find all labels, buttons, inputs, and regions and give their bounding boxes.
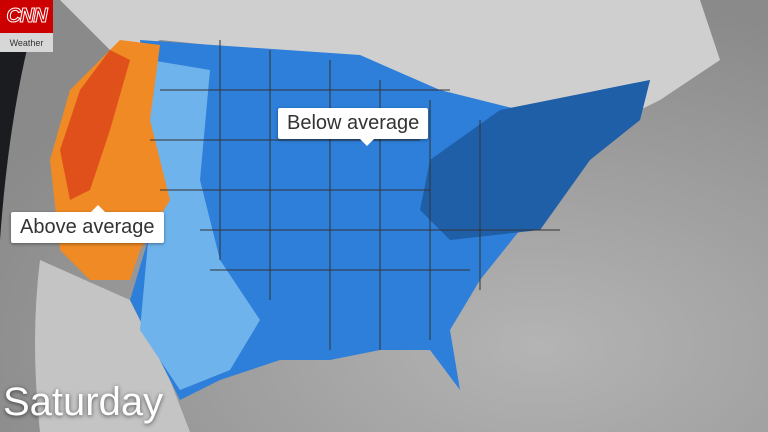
- cnn-weather-logo: CNN Weather: [0, 0, 53, 52]
- west-coast-red: [60, 50, 130, 200]
- logo-subtitle: Weather: [0, 33, 53, 52]
- state-borders: [150, 40, 560, 350]
- logo-text: CNN: [6, 5, 48, 28]
- plains-light-blue: [140, 60, 260, 390]
- mexico-land: [35, 260, 190, 432]
- above-average-callout: Above average: [11, 205, 164, 243]
- northeast-dark-blue: [420, 80, 650, 240]
- below-average-callout: Below average: [278, 108, 429, 146]
- day-label: Saturday: [3, 380, 164, 424]
- canada-land: [60, 0, 720, 130]
